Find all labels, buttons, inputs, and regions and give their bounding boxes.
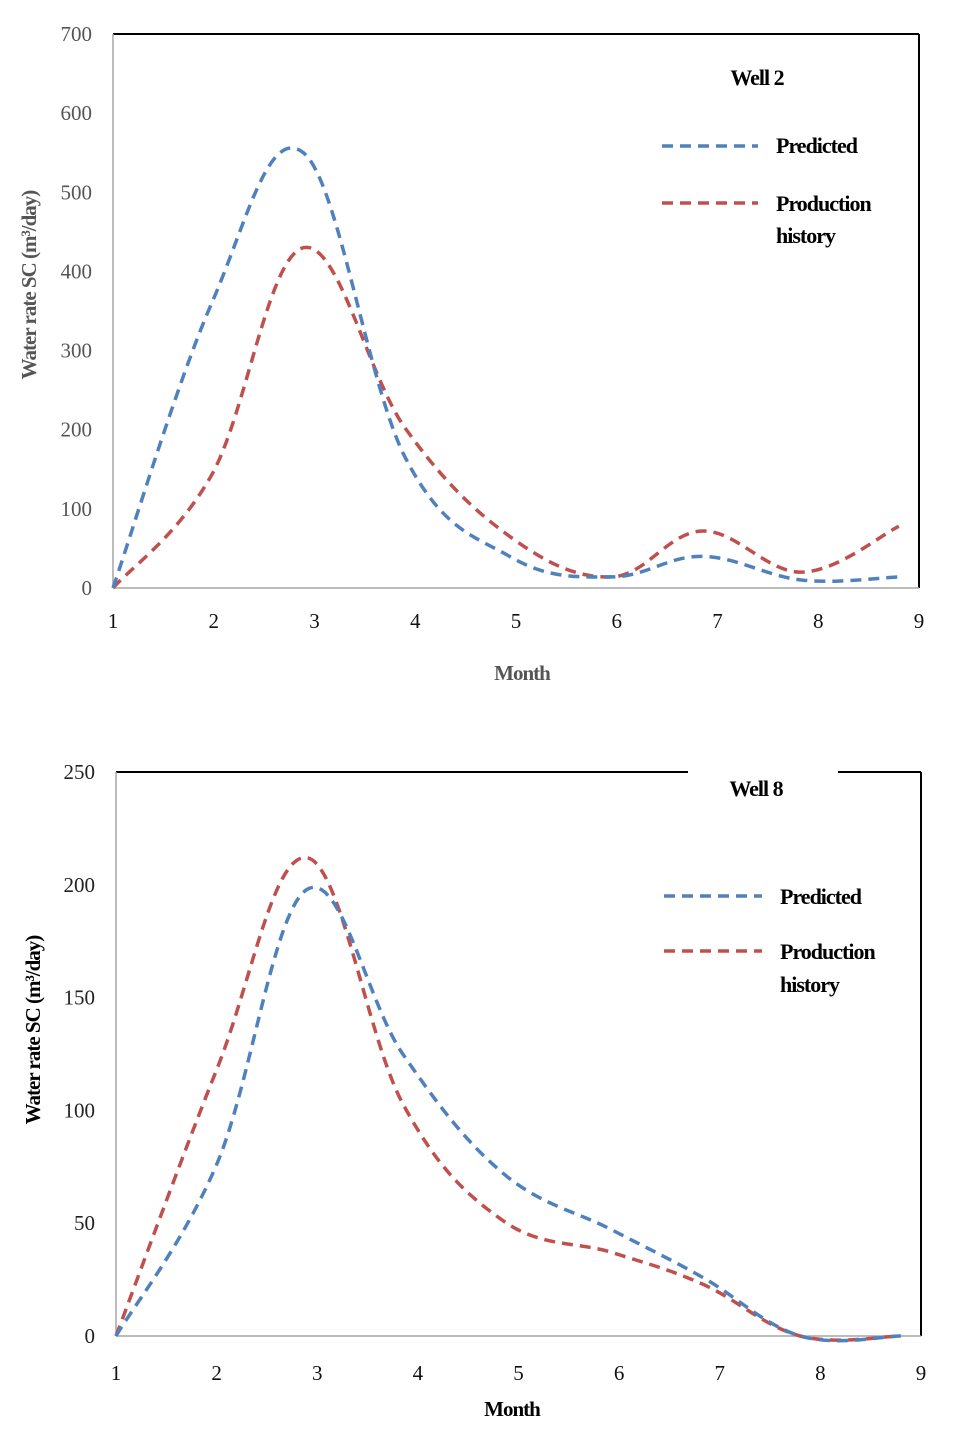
production-history-line xyxy=(114,855,901,1342)
x-tick-label: 4 xyxy=(410,609,421,633)
chart-well-8: 0 50 100 150 200 250 1 2 3 4 5 6 7 8 9 Well 8 Predict… xyxy=(0,740,953,1429)
y-tick-label: 600 xyxy=(61,101,93,125)
x-tick-label: 8 xyxy=(813,609,824,633)
chart-title: Well 2 xyxy=(730,65,784,90)
y-tick-label: 200 xyxy=(61,418,93,442)
legend-predicted-label: Predicted xyxy=(776,133,858,158)
data-series xyxy=(111,146,900,590)
legend: Predicted Production history xyxy=(662,133,872,248)
legend-history-label-line2: history xyxy=(776,223,836,248)
x-axis-title: Month xyxy=(484,1397,541,1421)
y-tick-label: 200 xyxy=(64,873,96,897)
x-tick-label: 1 xyxy=(108,609,119,633)
plot-frame xyxy=(112,33,920,589)
data-series xyxy=(114,855,901,1343)
y-tick-label: 100 xyxy=(64,1098,96,1122)
legend-history-label-line1: Production xyxy=(780,939,875,964)
x-tick-label: 9 xyxy=(916,1361,927,1385)
y-tick-label: 0 xyxy=(85,1324,96,1348)
x-tick-label: 3 xyxy=(312,1361,323,1385)
y-tick-label: 300 xyxy=(61,339,93,363)
y-tick-label: 150 xyxy=(64,986,96,1010)
x-tick-label: 8 xyxy=(815,1361,826,1385)
y-axis-title: Water rate SC (m³/day) xyxy=(21,935,45,1125)
y-axis-title: Water rate SC (m³/day) xyxy=(17,190,41,380)
x-tick-label: 5 xyxy=(511,609,522,633)
x-tick-label: 2 xyxy=(209,609,220,633)
y-tick-label: 700 xyxy=(61,22,93,46)
y-tick-label: 250 xyxy=(64,760,96,784)
plot-frame xyxy=(115,771,922,1337)
y-tick-labels: 0 100 200 300 400 500 600 700 xyxy=(61,22,93,600)
y-tick-label: 400 xyxy=(61,259,93,283)
y-tick-label: 500 xyxy=(61,180,93,204)
production-history-line xyxy=(111,245,900,590)
y-tick-label: 50 xyxy=(74,1211,95,1235)
x-tick-label: 5 xyxy=(513,1361,524,1385)
x-tick-labels: 1 2 3 4 5 6 7 8 9 xyxy=(108,609,925,633)
y-tick-labels: 0 50 100 150 200 250 xyxy=(64,760,96,1348)
x-tick-label: 7 xyxy=(715,1361,726,1385)
x-tick-labels: 1 2 3 4 5 6 7 8 9 xyxy=(111,1361,927,1385)
legend-predicted-label: Predicted xyxy=(780,884,862,909)
x-tick-label: 1 xyxy=(111,1361,122,1385)
x-tick-label: 4 xyxy=(413,1361,424,1385)
chart-title: Well 8 xyxy=(729,776,783,801)
legend: Predicted Production history xyxy=(664,884,876,997)
x-tick-label: 3 xyxy=(309,609,320,633)
legend-history-label-line1: Production xyxy=(776,191,871,216)
x-tick-label: 2 xyxy=(211,1361,222,1385)
x-tick-label: 7 xyxy=(712,609,723,633)
predicted-line xyxy=(111,146,899,589)
chart-well-8-svg: 0 50 100 150 200 250 1 2 3 4 5 6 7 8 9 Well 8 Predict… xyxy=(21,760,927,1421)
x-tick-label: 9 xyxy=(914,609,925,633)
x-tick-label: 6 xyxy=(614,1361,625,1385)
x-axis-title: Month xyxy=(494,661,551,685)
y-tick-label: 0 xyxy=(82,576,93,600)
y-tick-label: 100 xyxy=(61,497,93,521)
predicted-line xyxy=(114,885,901,1343)
x-tick-label: 6 xyxy=(612,609,623,633)
legend-history-label-line2: history xyxy=(780,972,840,997)
